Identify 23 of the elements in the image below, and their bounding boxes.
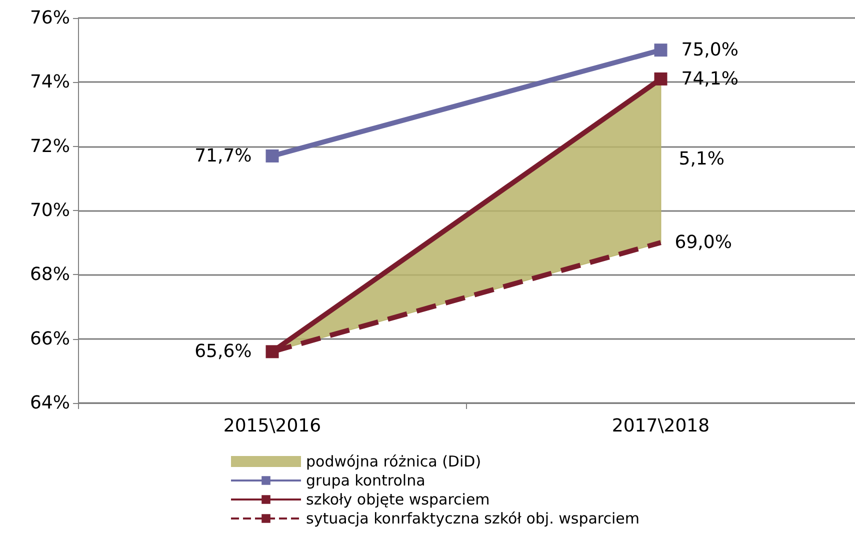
data-label: 75,0%	[681, 40, 738, 61]
y-tick-label: 66%	[30, 328, 70, 350]
y-tick-label: 64%	[30, 392, 70, 414]
y-tick-label: 68%	[30, 264, 70, 286]
data-label: 69,0%	[674, 232, 732, 254]
legend-label: szkoły objęte wsparciem	[306, 490, 490, 508]
legend-label: grupa kontrolna	[306, 472, 426, 490]
y-tick-label: 76%	[30, 8, 70, 28]
annotation: 5,1%	[678, 148, 724, 170]
point	[654, 72, 668, 86]
data-label: 71,7%	[194, 145, 252, 166]
x-tick-label: 2015\2016	[223, 416, 322, 436]
y-tick-label: 74%	[30, 72, 70, 93]
legend-label: podwójna różnica (DiD)	[306, 452, 482, 470]
data-label: 74,1%	[681, 68, 738, 90]
point	[654, 44, 668, 57]
point	[266, 345, 279, 358]
legend-label: sytuacja konrfaktyczna szkół obj. wsparciem	[306, 510, 640, 528]
point	[266, 149, 279, 162]
y-tick-label: 70%	[30, 200, 70, 221]
x-tick-label: 2017\2018	[612, 416, 710, 436]
data-label: 65,6%	[194, 341, 252, 362]
y-tick-label: 72%	[30, 136, 70, 157]
